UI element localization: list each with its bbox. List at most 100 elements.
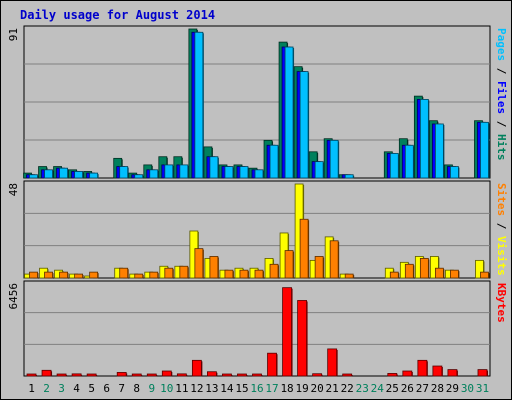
bar-sites-day-31 [480,271,489,279]
bar-kbytes-day-7 [116,372,127,377]
panel-frame [23,180,491,279]
x-tick-day-9: 9 [148,382,155,395]
x-tick-day-30: 30 [461,382,474,395]
bar-sites-day-28 [434,267,444,279]
x-tick-day-18: 18 [280,382,293,395]
bar-kbytes-day-9 [146,373,157,377]
x-tick-day-15: 15 [235,382,248,395]
bar-sites-day-25 [389,271,399,279]
bar-kbytes-day-1 [26,373,37,377]
bar-kbytes-day-14 [222,373,232,377]
bar-kbytes-day-26 [402,370,413,377]
bar-sites-day-21 [329,240,339,279]
x-tick-day-11: 11 [175,382,188,395]
bar-sites-day-3 [59,271,68,279]
legend-separator: / [495,216,508,236]
bar-sites-day-22 [344,273,354,279]
bar-kbytes-day-8 [131,373,142,377]
bar-sites-day-14 [224,269,234,279]
bar-pages-day-16 [254,169,264,179]
bar-pages-day-13 [209,156,219,179]
panel-kbytes: 6456 KBytes [7,280,508,377]
x-tick-day-3: 3 [58,382,65,395]
legend-pages: Pages [495,28,508,61]
bar-pages-day-14 [224,166,234,179]
bar-kbytes-day-29 [447,369,458,377]
bar-kbytes-day-19 [297,300,307,377]
panel-frame [23,280,491,377]
x-tick-day-25: 25 [386,382,399,395]
bar-sites-day-15 [239,269,249,279]
bar-sites-day-17 [269,263,279,279]
x-tick-day-29: 29 [446,382,459,395]
bar-kbytes-day-28 [432,365,443,377]
chart-panels: 91 Pages / Files / Hits 48 Sites / Visits 64… [7,25,508,377]
x-tick-day-5: 5 [88,382,95,395]
panel-requests: 91 Pages / Files / Hits [7,25,508,179]
legend-visits: Visits [495,236,508,276]
bar-sites-day-26 [404,263,414,279]
bar-sites-day-1 [29,271,38,279]
bar-sites-day-2 [44,271,53,279]
x-tick-day-24: 24 [371,382,385,395]
bar-kbytes-day-17 [267,352,277,377]
bar-kbytes-day-18 [282,287,292,377]
axis-max-label: 91 [7,28,20,41]
bar-pages-day-20 [314,161,324,179]
bar-kbytes-day-12 [191,359,202,377]
x-tick-day-23: 23 [356,382,369,395]
x-tick-day-16: 16 [250,382,263,395]
bar-pages-day-12 [194,31,204,179]
axis-max-label: 6456 [7,283,20,310]
x-tick-day-2: 2 [43,382,50,395]
bar-pages-day-8 [134,174,144,179]
bar-pages-day-1 [29,174,38,179]
panel-legend: Pages / Files / Hits [495,28,508,161]
bar-sites-day-9 [149,271,159,279]
legend-files: Files [495,81,508,114]
bar-pages-day-29 [450,166,459,179]
bar-pages-day-4 [74,171,84,179]
x-tick-day-12: 12 [190,382,203,395]
x-tick-day-27: 27 [416,382,429,395]
x-tick-day-28: 28 [431,382,444,395]
bar-pages-day-22 [344,174,354,179]
bar-kbytes-day-22 [342,373,353,377]
bar-sites-day-29 [450,269,459,279]
bar-pages-day-19 [299,71,309,179]
x-tick-day-21: 21 [326,382,339,395]
bar-sites-day-8 [134,273,144,279]
bar-kbytes-day-15 [237,373,247,377]
bar-pages-day-25 [389,153,399,179]
bar-pages-day-15 [239,166,249,179]
x-tick-day-6: 6 [103,382,110,395]
legend-kbytes: KBytes [495,283,508,323]
bar-sites-day-7 [119,267,129,279]
bar-sites-day-12 [194,248,204,279]
x-tick-day-14: 14 [220,382,234,395]
bar-pages-day-7 [119,166,129,179]
bar-kbytes-day-11 [176,373,187,377]
bar-kbytes-day-3 [56,373,67,377]
x-tick-day-7: 7 [118,382,125,395]
x-tick-day-20: 20 [311,382,324,395]
bar-pages-day-31 [480,121,489,179]
bar-visits-day-31 [475,259,484,279]
x-tick-day-17: 17 [265,382,278,395]
bar-pages-day-21 [329,139,339,179]
bar-kbytes-day-4 [71,373,82,377]
panel-legend: KBytes [495,283,508,323]
bar-sites-day-27 [419,258,429,279]
bar-kbytes-day-16 [252,373,262,377]
x-tick-day-1: 1 [28,382,35,395]
bar-sites-day-18 [284,250,294,279]
x-tick-day-19: 19 [295,382,308,395]
axis-max-label: 48 [7,183,20,196]
x-tick-day-22: 22 [341,382,354,395]
bar-pages-day-18 [284,46,294,179]
bar-visits-day-28 [429,256,439,279]
legend-hits: Hits [495,134,508,161]
bar-kbytes-day-5 [86,373,97,377]
bar-sites-day-16 [254,269,264,279]
bar-kbytes-day-25 [387,373,398,377]
